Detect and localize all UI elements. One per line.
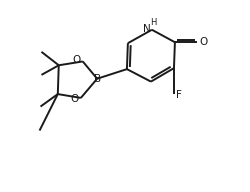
Text: B: B — [94, 74, 101, 84]
Text: O: O — [72, 55, 81, 65]
Text: O: O — [199, 37, 207, 47]
Text: H: H — [150, 18, 156, 27]
Text: F: F — [176, 90, 182, 100]
Text: O: O — [71, 94, 79, 104]
Text: N: N — [143, 24, 151, 34]
